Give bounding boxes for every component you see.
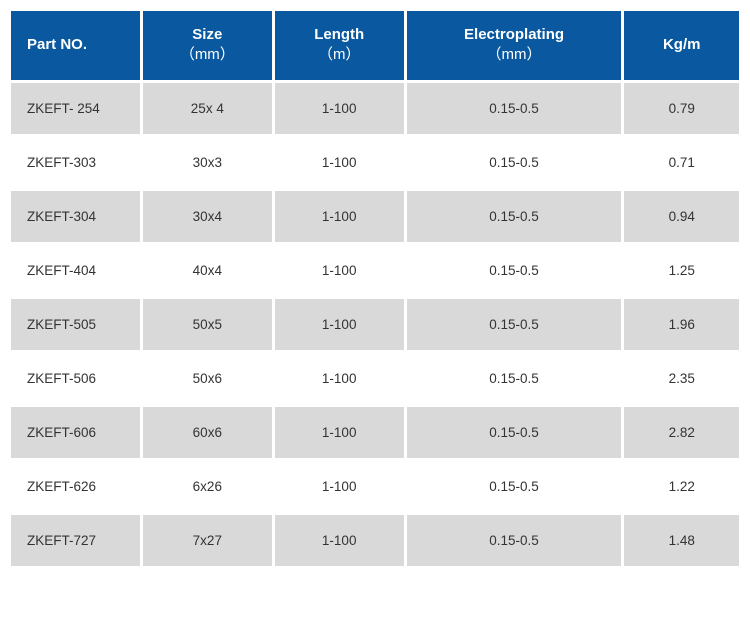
cell-kg: 0.71: [624, 137, 739, 188]
cell-kg: 1.48: [624, 515, 739, 566]
cell-kg: 2.35: [624, 353, 739, 404]
cell-part: ZKEFT-304: [11, 191, 140, 242]
cell-size: 60x6: [143, 407, 272, 458]
table-row: ZKEFT-50650x61-1000.15-0.52.35: [11, 353, 739, 404]
column-header-label: Kg/m: [663, 36, 701, 53]
cell-kg: 1.25: [624, 245, 739, 296]
cell-kg: 1.22: [624, 461, 739, 512]
cell-plating: 0.15-0.5: [407, 191, 622, 242]
cell-part: ZKEFT-505: [11, 299, 140, 350]
spec-table: Part NO. Size （mm） Length （m） Electroplating （…: [8, 8, 742, 569]
cell-plating: 0.15-0.5: [407, 407, 622, 458]
cell-plating: 0.15-0.5: [407, 353, 622, 404]
table-row: ZKEFT-50550x51-1000.15-0.51.96: [11, 299, 739, 350]
column-header-label: Electroplating: [464, 26, 564, 43]
cell-plating: 0.15-0.5: [407, 137, 622, 188]
column-header-sublabel: （mm）: [153, 45, 262, 65]
cell-part: ZKEFT-303: [11, 137, 140, 188]
table-row: ZKEFT-60660x61-1000.15-0.52.82: [11, 407, 739, 458]
cell-size: 40x4: [143, 245, 272, 296]
cell-length: 1-100: [275, 191, 404, 242]
cell-length: 1-100: [275, 299, 404, 350]
cell-size: 30x4: [143, 191, 272, 242]
table-row: ZKEFT-6266x261-1000.15-0.51.22: [11, 461, 739, 512]
cell-plating: 0.15-0.5: [407, 299, 622, 350]
cell-size: 50x6: [143, 353, 272, 404]
column-header-sublabel: （mm）: [417, 45, 612, 65]
cell-length: 1-100: [275, 245, 404, 296]
column-header: Electroplating （mm）: [407, 11, 622, 80]
cell-length: 1-100: [275, 137, 404, 188]
cell-part: ZKEFT-506: [11, 353, 140, 404]
cell-plating: 0.15-0.5: [407, 461, 622, 512]
column-header-sublabel: （m）: [285, 45, 394, 65]
table-row: ZKEFT-40440x41-1000.15-0.51.25: [11, 245, 739, 296]
spec-table-container: Part NO. Size （mm） Length （m） Electroplating （…: [0, 0, 750, 577]
cell-length: 1-100: [275, 407, 404, 458]
cell-part: ZKEFT-727: [11, 515, 140, 566]
table-header: Part NO. Size （mm） Length （m） Electroplating （…: [11, 11, 739, 80]
column-header: Part NO.: [11, 11, 140, 80]
cell-plating: 0.15-0.5: [407, 515, 622, 566]
cell-kg: 2.82: [624, 407, 739, 458]
cell-size: 50x5: [143, 299, 272, 350]
table-row: ZKEFT-30430x41-1000.15-0.50.94: [11, 191, 739, 242]
cell-length: 1-100: [275, 515, 404, 566]
cell-length: 1-100: [275, 83, 404, 134]
cell-kg: 0.94: [624, 191, 739, 242]
cell-size: 7x27: [143, 515, 272, 566]
table-body: ZKEFT- 25425x 41-1000.15-0.50.79ZKEFT-30…: [11, 83, 739, 566]
column-header-label: Part NO.: [27, 36, 87, 53]
cell-plating: 0.15-0.5: [407, 83, 622, 134]
column-header: Length （m）: [275, 11, 404, 80]
table-row: ZKEFT- 25425x 41-1000.15-0.50.79: [11, 83, 739, 134]
cell-length: 1-100: [275, 353, 404, 404]
cell-plating: 0.15-0.5: [407, 245, 622, 296]
cell-part: ZKEFT-404: [11, 245, 140, 296]
cell-part: ZKEFT- 254: [11, 83, 140, 134]
cell-size: 30x3: [143, 137, 272, 188]
cell-kg: 0.79: [624, 83, 739, 134]
table-row: ZKEFT-7277x271-1000.15-0.51.48: [11, 515, 739, 566]
cell-part: ZKEFT-626: [11, 461, 140, 512]
table-row: ZKEFT-30330x31-1000.15-0.50.71: [11, 137, 739, 188]
cell-size: 6x26: [143, 461, 272, 512]
column-header: Kg/m: [624, 11, 739, 80]
cell-part: ZKEFT-606: [11, 407, 140, 458]
cell-kg: 1.96: [624, 299, 739, 350]
column-header-label: Length: [314, 26, 364, 43]
column-header: Size （mm）: [143, 11, 272, 80]
column-header-label: Size: [192, 26, 222, 43]
cell-size: 25x 4: [143, 83, 272, 134]
cell-length: 1-100: [275, 461, 404, 512]
